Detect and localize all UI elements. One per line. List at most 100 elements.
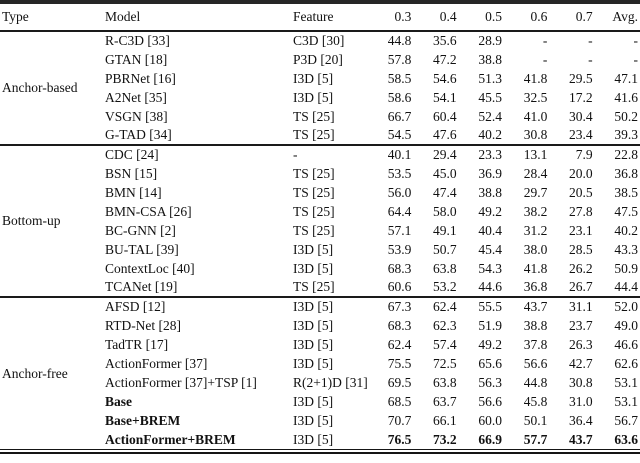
table-row: BC-GNN [2] TS [25] 57.1 49.1 40.4 31.2 23.1 40.…: [0, 221, 640, 240]
score-cell: 73.2: [433, 431, 457, 447]
score-cell: 56.0: [387, 184, 412, 200]
model-cell: BMN-CSA [26]: [105, 203, 192, 219]
score-cell: 45.5: [478, 89, 502, 105]
table-row: G-TAD [34] TS [25] 54.5 47.6 40.2 30.8 23.4 39.…: [0, 126, 640, 145]
table-row: Base+BREM I3D [5] 70.7 66.1 60.0 50.1 36.4 56.7: [0, 411, 640, 430]
score-cell: 41.0: [523, 108, 548, 124]
score-cell: 41.8: [523, 70, 548, 86]
feature-cell: I3D [5]: [293, 431, 334, 447]
score-cell: 52.0: [614, 299, 638, 314]
feature-cell: I3D [5]: [293, 241, 334, 257]
score-cell: 56.7: [614, 412, 638, 428]
table-header: Type Model Feature 0.3 0.4 0.5 0.6 0.7 A…: [0, 4, 640, 31]
model-cell: Base+BREM: [105, 412, 181, 428]
group-anchor-free: Anchor-free AFSD [12] I3D [5] 67.3 62.4 55.5 4…: [0, 297, 640, 449]
header-feature: Feature: [293, 9, 334, 24]
feature-cell: R(2+1)D [31]: [293, 374, 368, 390]
score-cell: 40.1: [387, 147, 412, 162]
score-cell: 66.9: [478, 431, 502, 447]
score-cell: 55.5: [478, 299, 502, 314]
score-cell: 56.6: [523, 355, 548, 371]
table-row: VSGN [38] TS [25] 66.7 60.4 52.4 41.0 30.4 50.2: [0, 107, 640, 126]
score-cell: 43.3: [614, 241, 638, 257]
score-cell: 58.5: [387, 70, 412, 86]
score-cell: -: [588, 33, 593, 48]
score-cell: 53.5: [387, 165, 412, 181]
score-cell: 63.6: [614, 431, 638, 447]
score-cell: 67.3: [387, 299, 412, 314]
score-cell: 60.6: [387, 279, 412, 294]
score-cell: 47.6: [433, 127, 457, 142]
score-cell: 49.0: [614, 317, 638, 333]
score-cell: 45.8: [523, 393, 548, 409]
score-cell: 40.4: [478, 222, 502, 238]
score-cell: 44.8: [523, 374, 548, 390]
score-cell: 58.0: [433, 203, 457, 219]
feature-cell: I3D [5]: [293, 355, 334, 371]
table-row: ActionFormer [37] I3D [5] 75.5 72.5 65.6 56.6…: [0, 354, 640, 373]
feature-cell: TS [25]: [293, 279, 335, 294]
model-cell: PBRNet [16]: [105, 70, 176, 86]
score-cell: 17.2: [569, 89, 593, 105]
score-cell: 26.7: [569, 279, 593, 294]
score-cell: 47.4: [433, 184, 457, 200]
score-cell: -: [588, 51, 593, 67]
feature-cell: -: [293, 147, 298, 162]
score-cell: 66.7: [387, 108, 412, 124]
score-cell: 50.2: [614, 108, 638, 124]
score-cell: 54.3: [478, 260, 502, 276]
score-cell: 57.8: [387, 51, 412, 67]
header-tiou-0.3: 0.3: [394, 9, 412, 24]
table-row: BMN-CSA [26] TS [25] 64.4 58.0 49.2 38.2 27.8 4…: [0, 202, 640, 221]
score-cell: 44.6: [478, 279, 502, 294]
score-cell: -: [633, 51, 639, 67]
score-cell: 62.3: [433, 317, 457, 333]
score-cell: 57.1: [387, 222, 412, 238]
table-row: BMN [14] TS [25] 56.0 47.4 38.8 29.7 20.5 38.5: [0, 183, 640, 202]
header-tiou-0.7: 0.7: [575, 9, 593, 24]
results-table: Type Model Feature 0.3 0.4 0.5 0.6 0.7 A…: [0, 4, 640, 449]
header-tiou-0.4: 0.4: [439, 9, 457, 24]
header-tiou-0.6: 0.6: [530, 9, 548, 24]
score-cell: 45.4: [478, 241, 502, 257]
score-cell: 53.1: [614, 393, 638, 409]
feature-cell: P3D [20]: [293, 51, 343, 67]
feature-cell: I3D [5]: [293, 393, 334, 409]
score-cell: -: [542, 51, 548, 67]
score-cell: 70.7: [387, 412, 412, 428]
score-cell: 62.4: [433, 299, 457, 314]
score-cell: 38.8: [478, 184, 502, 200]
score-cell: 30.8: [523, 127, 548, 142]
feature-cell: I3D [5]: [293, 70, 334, 86]
score-cell: 30.4: [569, 108, 593, 124]
feature-cell: C3D [30]: [293, 33, 345, 48]
feature-cell: I3D [5]: [293, 317, 334, 333]
table-row: PBRNet [16] I3D [5] 58.5 54.6 51.3 41.8 29.5 47…: [0, 69, 640, 88]
model-cell: ActionFormer [37]: [105, 355, 208, 371]
model-cell: BSN [15]: [105, 165, 158, 181]
model-cell: BC-GNN [2]: [105, 222, 176, 238]
score-cell: 43.7: [569, 431, 593, 447]
score-cell: 23.4: [569, 127, 593, 142]
table-bottom-rule: [0, 449, 640, 454]
table-top-rule: [0, 0, 640, 4]
model-cell: TadTR [17]: [105, 336, 169, 352]
table-row: A2Net [35] I3D [5] 58.6 54.1 45.5 32.5 17.2 41.…: [0, 88, 640, 107]
score-cell: 60.0: [478, 412, 502, 428]
score-cell: 49.2: [478, 203, 502, 219]
model-cell: BMN [14]: [105, 184, 162, 200]
table-row: Anchor-based R-C3D [33] C3D [30] 44.8 35.6 28…: [0, 31, 640, 95]
score-cell: 27.8: [569, 203, 593, 219]
feature-cell: I3D [5]: [293, 299, 334, 314]
score-cell: 30.8: [569, 374, 593, 390]
score-cell: 29.4: [433, 147, 457, 162]
feature-cell: I3D [5]: [293, 336, 334, 352]
score-cell: 64.4: [387, 203, 412, 219]
score-cell: 32.5: [523, 89, 548, 105]
score-cell: 63.7: [433, 393, 457, 409]
score-cell: 75.5: [387, 355, 412, 371]
score-cell: 57.7: [523, 431, 548, 447]
score-cell: 45.0: [433, 165, 457, 181]
score-cell: 35.6: [433, 33, 457, 48]
score-cell: 50.1: [523, 412, 548, 428]
